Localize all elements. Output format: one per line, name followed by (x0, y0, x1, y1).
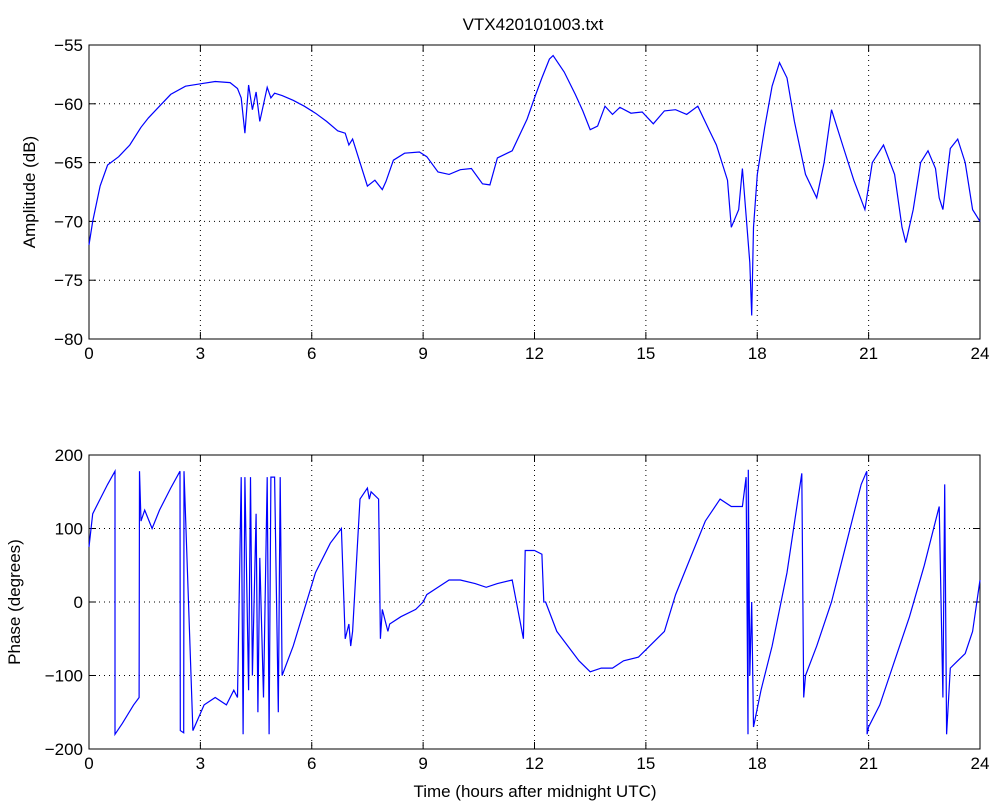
amplitude-ytick-label: −75 (54, 271, 83, 290)
amplitude-xtick-label: 24 (971, 344, 990, 363)
amplitude-ytick-label: −55 (54, 36, 83, 55)
phase-ytick-label: −100 (45, 667, 83, 686)
amplitude-xtick-label: 18 (748, 344, 767, 363)
phase-series-line (88, 468, 981, 737)
phase-ytick-label: −200 (45, 740, 83, 759)
phase-ytick-label: 100 (55, 520, 83, 539)
amplitude-xtick-label: 15 (636, 344, 655, 363)
phase-xtick-label: 15 (636, 754, 655, 773)
phase-xtick-label: 24 (971, 754, 990, 773)
amplitude-xtick-label: 6 (307, 344, 316, 363)
amplitude-ytick-label: −60 (54, 95, 83, 114)
phase-ticks: 0 3 6 9 12 15 18 21 24 −200 −100 0 100 200 (45, 446, 990, 773)
phase-xtick-label: 18 (748, 754, 767, 773)
amplitude-ytick-label: −70 (54, 212, 83, 231)
phase-xtick-label: 12 (525, 754, 544, 773)
phase-plot: 0 3 6 9 12 15 18 21 24 −200 −100 0 100 200 Phase (deg… (5, 446, 989, 773)
amplitude-xtick-label: 3 (196, 344, 205, 363)
amplitude-xtick-label: 21 (859, 344, 878, 363)
figure-title: VTX420101003.txt (463, 15, 604, 34)
amplitude-grid (89, 45, 980, 339)
phase-ytick-label: 200 (55, 446, 83, 465)
amplitude-series-line (88, 54, 981, 316)
phase-xtick-label: 9 (418, 754, 427, 773)
figure-xlabel: Time (hours after midnight UTC) (413, 782, 656, 801)
amplitude-plot: 0 3 6 9 12 15 18 21 24 −80 −75 −70 −65 −60 −55 Amplitu… (20, 36, 989, 363)
phase-ylabel: Phase (degrees) (5, 539, 24, 665)
amplitude-xtick-label: 0 (84, 344, 93, 363)
phase-ytick-label: 0 (74, 593, 83, 612)
phase-xtick-label: 3 (196, 754, 205, 773)
amplitude-xtick-label: 9 (418, 344, 427, 363)
phase-xtick-label: 0 (84, 754, 93, 773)
amplitude-ytick-label: −65 (54, 154, 83, 173)
phase-xtick-label: 21 (859, 754, 878, 773)
amplitude-xtick-label: 12 (525, 344, 544, 363)
amplitude-axes-box (88, 44, 981, 340)
amplitude-ticks: 0 3 6 9 12 15 18 21 24 −80 −75 −70 −65 −60 −55 (54, 36, 989, 363)
phase-grid (89, 455, 980, 749)
amplitude-ytick-label: −80 (54, 330, 83, 349)
phase-xtick-label: 6 (307, 754, 316, 773)
amplitude-ylabel: Amplitude (dB) (20, 136, 39, 248)
